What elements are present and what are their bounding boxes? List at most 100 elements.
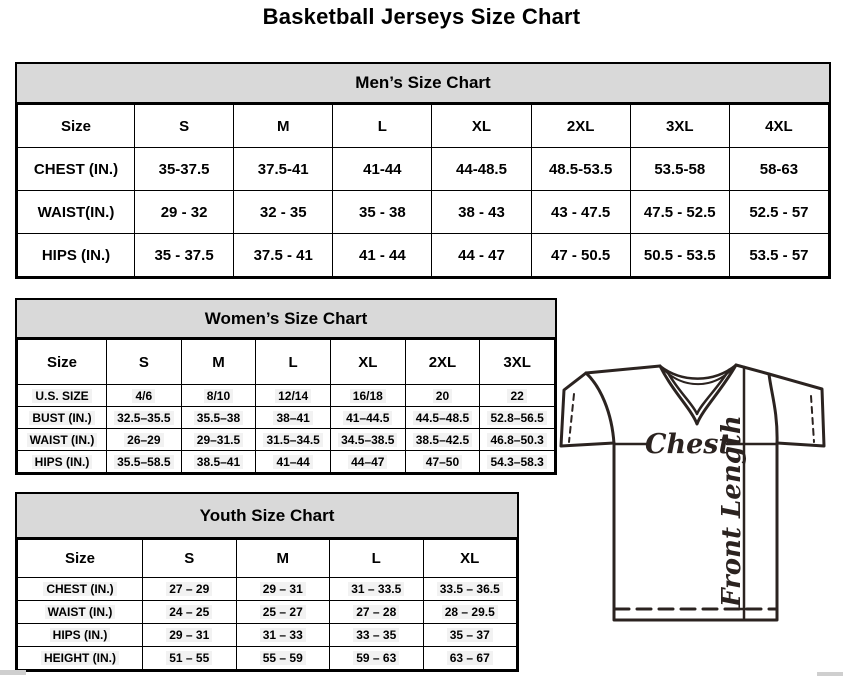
size-value-cell-text: 47.5 - 52.5	[643, 203, 716, 221]
column-header-text: L	[288, 353, 298, 371]
size-value-cell-text: 38.5–41	[193, 454, 244, 469]
size-value-cell: 63 – 67	[422, 646, 517, 670]
row-label-text: WAIST (IN.)	[26, 432, 98, 447]
column-header: L	[332, 104, 433, 148]
column-header: M	[180, 339, 257, 385]
column-header-text: M	[212, 353, 225, 371]
row-label: CHEST (IN.)	[17, 577, 143, 601]
size-value-cell-text: 41–44.5	[343, 410, 393, 425]
row-label: WAIST(IN.)	[17, 190, 135, 234]
jersey-measurement-diagram: Chest Front Length	[556, 356, 841, 641]
size-value-cell: 38.5–41	[180, 450, 257, 473]
column-header-text: 2XL	[428, 353, 457, 371]
size-value-cell-text: 41 - 44	[359, 246, 406, 264]
size-value-cell: 33 – 35	[329, 623, 424, 647]
size-value-cell: 47–50	[404, 450, 481, 473]
column-header-text: S	[184, 550, 195, 567]
column-header-text: 2XL	[566, 117, 595, 135]
size-value-cell: 31 – 33.5	[329, 577, 424, 601]
column-header: 3XL	[479, 339, 555, 385]
column-header: S	[142, 539, 237, 578]
size-value-cell: 31.5–34.5	[255, 428, 331, 451]
column-header: XL	[329, 339, 406, 385]
size-value-cell: 44.5–48.5	[404, 406, 481, 429]
column-header-text: S	[138, 353, 149, 371]
size-value-cell: 38.5–42.5	[404, 428, 481, 451]
size-value-cell: 47 - 50.5	[530, 233, 631, 277]
size-value-cell: 26–29	[106, 428, 182, 451]
row-label-text: WAIST (IN.)	[44, 605, 116, 619]
column-header-text: XL	[471, 117, 492, 135]
row-label: HEIGHT (IN.)	[17, 646, 143, 670]
size-value-cell-text: 35 - 37.5	[154, 246, 214, 264]
size-value-cell: 24 – 25	[142, 600, 237, 624]
size-value-cell-text: 53.5-58	[654, 160, 706, 178]
mens-chart-header: Men’s Size Chart	[17, 64, 829, 104]
size-value-cell-text: 29 – 31	[166, 628, 213, 642]
size-value-cell-text: 58-63	[759, 160, 799, 178]
measurement-row: CHEST (IN.) 35-37.5 37.5-41 41-44 44-48.5 48.…	[17, 147, 830, 191]
row-label: HIPS (IN.)	[17, 623, 143, 647]
column-header-row: Size S M L XL 2XL 3XL 4XL	[17, 104, 830, 148]
row-label-text: U.S. SIZE	[32, 388, 92, 403]
size-value-cell: 4/6	[106, 384, 182, 407]
page-title: Basketball Jerseys Size Chart	[262, 4, 581, 29]
size-value-cell-text: 35.5–38	[193, 410, 244, 425]
size-value-cell: 53.5-58	[629, 147, 730, 191]
size-value-cell-text: 29–31.5	[193, 432, 244, 447]
column-header-text: S	[179, 117, 190, 135]
size-value-cell: 41 - 44	[332, 233, 433, 277]
womens-size-chart-section: Women’s Size Chart Size S M L XL 2XL 3XL U.S. S…	[15, 298, 557, 475]
horizontal-scrollbar-fragment-left[interactable]	[0, 670, 26, 675]
measurement-row: HEIGHT (IN.) 51 – 55 55 – 59 59 – 63 63 – 67	[17, 646, 517, 670]
column-header-text: Size	[64, 550, 95, 567]
size-value-cell-text: 63 – 67	[446, 651, 493, 665]
size-value-cell: 38 - 43	[431, 190, 532, 234]
size-value-cell: 22	[479, 384, 555, 407]
size-value-cell-text: 44 - 47	[458, 246, 505, 264]
size-value-cell-text: 38 - 43	[458, 203, 505, 221]
size-value-cell: 16/18	[329, 384, 406, 407]
size-value-cell-text: 46.8–50.3	[487, 432, 547, 447]
size-value-cell-text: 44–47	[348, 454, 388, 469]
measurement-row: HIPS (IN.) 35.5–58.5 38.5–41 41–44 44–47 47–5…	[17, 450, 555, 473]
measurement-row: HIPS (IN.) 35 - 37.5 37.5 - 41 41 - 44 44 - …	[17, 233, 830, 277]
size-value-cell-text: 52.5 - 57	[749, 203, 809, 221]
size-value-cell-text: 41-44	[363, 160, 402, 178]
measurement-row: WAIST (IN.) 26–29 29–31.5 31.5–34.5 34.5–38.…	[17, 428, 555, 451]
column-header-text: 3XL	[666, 117, 694, 135]
size-value-cell-text: 44.5–48.5	[412, 410, 473, 425]
size-value-cell: 29–31.5	[180, 428, 257, 451]
size-value-cell: 29 – 31	[142, 623, 237, 647]
size-value-cell-text: 37.5-41	[257, 160, 309, 178]
size-value-cell-text: 54.3–58.3	[487, 454, 547, 469]
column-header: Size	[17, 339, 107, 385]
chest-label: Chest	[645, 429, 731, 460]
column-header: L	[255, 339, 331, 385]
column-header: L	[329, 539, 424, 578]
size-value-cell: 54.3–58.3	[479, 450, 555, 473]
row-label: HIPS (IN.)	[17, 233, 135, 277]
column-header: S	[106, 339, 182, 385]
horizontal-scrollbar-fragment-right[interactable]	[817, 672, 843, 676]
size-value-cell-text: 38–41	[273, 410, 313, 425]
youth-size-table: Size S M L XL CHEST (IN.) 27 – 29 29 – 31 31 – 3…	[17, 539, 517, 670]
size-value-cell-text: 32 - 35	[259, 203, 307, 221]
size-value-cell: 35.5–58.5	[106, 450, 182, 473]
size-value-cell-text: 16/18	[349, 388, 386, 403]
row-label-text: BUST (IN.)	[29, 410, 95, 425]
youth-chart-header: Youth Size Chart	[17, 494, 517, 539]
column-header-text: 3XL	[503, 353, 531, 371]
column-header-row: Size S M L XL	[17, 539, 517, 578]
size-value-cell-text: 35.5–58.5	[114, 454, 174, 469]
womens-chart-title: Women’s Size Chart	[204, 308, 368, 328]
size-value-cell: 32.5–35.5	[106, 406, 182, 429]
left-sleeve-cuff-dashed-line	[568, 393, 575, 443]
size-value-cell-text: 37.5 - 41	[253, 246, 313, 264]
row-label: U.S. SIZE	[17, 384, 107, 407]
size-value-cell: 47.5 - 52.5	[629, 190, 730, 234]
youth-chart-title: Youth Size Chart	[199, 505, 335, 525]
size-value-cell-text: 50.5 - 53.5	[643, 246, 716, 264]
size-value-cell: 25 – 27	[235, 600, 330, 624]
